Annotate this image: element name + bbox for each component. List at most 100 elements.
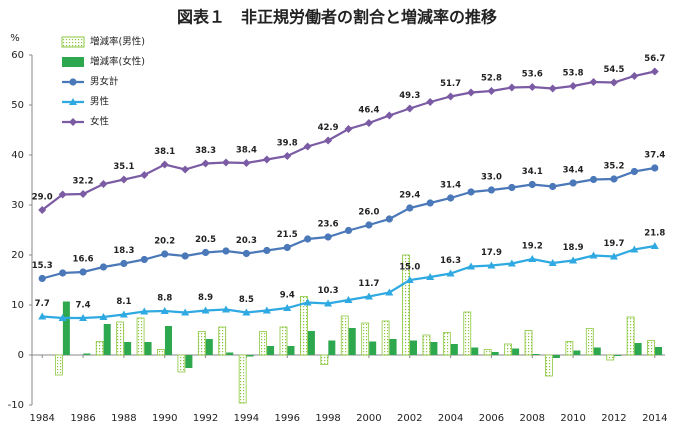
value-label: 20.2	[154, 237, 175, 247]
bar	[226, 352, 234, 355]
value-label: 42.9	[318, 123, 339, 133]
legend-swatch	[62, 57, 84, 67]
marker	[69, 78, 77, 86]
marker	[508, 183, 516, 192]
value-label: 11.7	[358, 279, 379, 289]
bar	[62, 301, 70, 355]
bar	[504, 343, 513, 356]
x-tick-label: 1988	[111, 413, 136, 424]
value-label: 20.3	[236, 236, 257, 246]
marker	[344, 226, 353, 235]
marker	[283, 152, 292, 160]
bar	[634, 343, 642, 355]
value-label: 17.9	[481, 248, 502, 258]
value-label: 18.9	[563, 243, 584, 253]
bar	[606, 354, 615, 361]
marker	[242, 249, 251, 258]
marker	[385, 111, 394, 120]
marker	[650, 67, 659, 76]
marker	[58, 190, 67, 199]
bar	[185, 355, 193, 368]
marker	[181, 308, 190, 316]
bar	[471, 347, 479, 355]
value-label: 29.0	[32, 193, 53, 203]
x-tick-label: 2008	[520, 413, 545, 424]
bar	[369, 341, 377, 355]
x-tick-label: 1994	[234, 413, 259, 424]
marker	[528, 83, 537, 91]
bar	[320, 354, 329, 365]
marker	[140, 307, 149, 315]
bar	[116, 321, 125, 356]
value-label: 15.3	[32, 261, 53, 271]
marker	[324, 136, 333, 145]
value-label: 16.3	[440, 256, 461, 266]
marker	[549, 182, 557, 191]
marker	[446, 92, 455, 101]
value-label: 19.2	[522, 242, 543, 252]
bar	[593, 347, 601, 355]
marker	[467, 88, 476, 97]
value-label: 32.2	[73, 177, 94, 187]
x-tick-label: 1990	[152, 413, 177, 424]
bar	[483, 349, 492, 356]
marker	[324, 233, 332, 241]
marker	[283, 243, 291, 252]
value-label: 21.8	[644, 229, 665, 239]
bar	[238, 354, 247, 404]
marker	[79, 268, 87, 276]
marker	[59, 269, 67, 277]
bar	[307, 331, 315, 355]
value-label: 35.1	[113, 162, 134, 172]
value-label: 16.6	[73, 255, 94, 265]
value-label: 15.0	[399, 263, 420, 273]
marker	[69, 98, 77, 105]
y-tick-label: -10	[8, 400, 24, 411]
marker	[426, 273, 435, 280]
marker	[160, 160, 169, 169]
marker	[119, 310, 128, 318]
value-label: 53.6	[522, 70, 543, 80]
marker	[262, 155, 271, 164]
bar	[144, 342, 152, 355]
bar	[279, 326, 288, 356]
bar	[136, 317, 145, 356]
x-tick-label: 1992	[193, 413, 218, 424]
marker	[589, 251, 598, 259]
y-tick-label: 50	[11, 100, 24, 111]
value-label: 7.4	[76, 301, 91, 311]
legend-label: 男性	[90, 96, 110, 108]
marker	[405, 276, 414, 283]
marker	[58, 314, 67, 321]
bar	[218, 326, 227, 356]
bar	[402, 254, 410, 356]
x-tick-label: 2010	[560, 413, 585, 424]
value-label: 53.8	[563, 69, 584, 79]
marker	[630, 245, 639, 253]
marker	[528, 180, 536, 189]
value-label: 20.5	[195, 235, 216, 245]
marker	[303, 298, 312, 306]
value-label: 52.8	[481, 74, 502, 84]
value-label: 34.4	[563, 166, 584, 176]
bar	[54, 354, 63, 376]
bar	[83, 353, 91, 355]
marker	[650, 242, 659, 249]
y-tick-label: 40	[11, 150, 24, 161]
marker	[304, 235, 312, 243]
value-label: 26.0	[358, 208, 379, 218]
y-tick-label: 0	[18, 350, 24, 361]
marker	[221, 305, 230, 313]
bar	[573, 350, 581, 355]
value-label: 49.3	[399, 91, 420, 101]
value-label: 31.4	[440, 181, 461, 191]
value-label: 21.5	[277, 230, 298, 240]
marker	[487, 87, 496, 95]
marker	[181, 252, 189, 260]
value-label: 10.3	[318, 286, 339, 296]
bar	[361, 322, 370, 356]
bar	[259, 331, 267, 356]
value-label: 7.7	[35, 299, 50, 309]
x-tick-label: 2012	[601, 413, 626, 424]
value-label: 39.8	[277, 139, 298, 149]
